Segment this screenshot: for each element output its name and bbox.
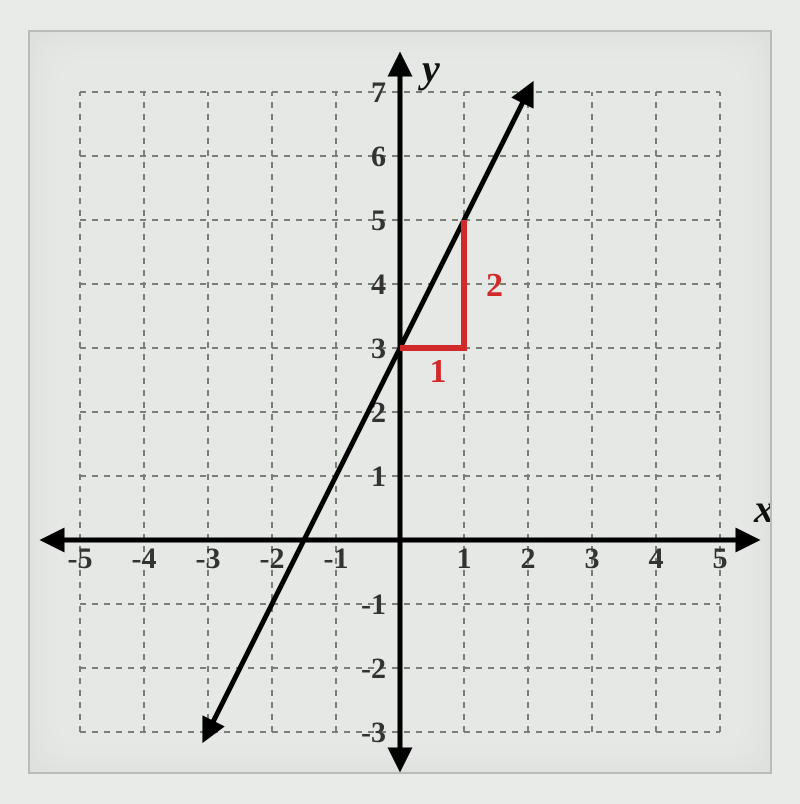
x-tick-label: -2 <box>260 542 285 575</box>
x-tick-label: -4 <box>132 542 157 575</box>
y-tick-label: 1 <box>371 460 386 493</box>
x-axis-label: x <box>753 486 770 531</box>
rise-label: 2 <box>486 267 503 304</box>
x-tick-label: 4 <box>649 542 664 575</box>
y-tick-label: 3 <box>371 332 386 365</box>
coordinate-graph: -5-4-3-2-112345-3-2-1123456712xy <box>28 30 772 774</box>
y-tick-label: 6 <box>371 140 386 173</box>
x-tick-label: 5 <box>713 542 728 575</box>
x-tick-label: 1 <box>457 542 472 575</box>
y-tick-label: 5 <box>371 204 386 237</box>
y-tick-label: 7 <box>371 76 386 109</box>
run-label: 1 <box>430 353 447 390</box>
x-tick-label: 3 <box>585 542 600 575</box>
y-tick-label: 4 <box>371 268 386 301</box>
y-axis-label: y <box>418 46 440 91</box>
x-tick-label: -1 <box>324 542 349 575</box>
y-tick-label: -2 <box>361 652 386 685</box>
y-tick-label: -3 <box>361 716 386 749</box>
y-tick-label: -1 <box>361 588 386 621</box>
x-tick-label: -5 <box>68 542 93 575</box>
x-tick-label: -3 <box>196 542 221 575</box>
x-tick-label: 2 <box>521 542 536 575</box>
